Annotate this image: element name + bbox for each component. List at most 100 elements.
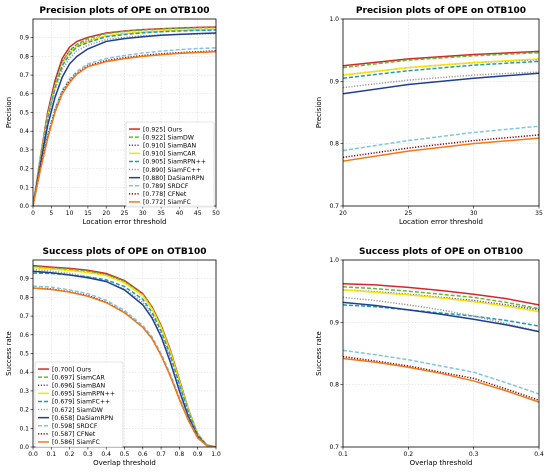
legend-entry: [0.905] SiamRPN++	[143, 159, 206, 166]
series-line	[33, 287, 216, 447]
y-tick-label: 0.1	[19, 184, 29, 191]
series-line	[343, 58, 539, 76]
x-tick-label: 0.5	[120, 451, 130, 458]
legend-entry: [0.880] DaSiamRPN	[143, 175, 205, 182]
legend-entry: [0.696] SiamBAN	[52, 382, 105, 389]
chart-success-full: 0.0 0.1 0.2 0.3 0.4 0.5 0.6 0.7 0.8 0.9 1.0 0.0 0.1 0…	[5, 247, 221, 467]
plot-frame	[342, 259, 540, 448]
series-line	[343, 50, 539, 67]
series-line	[33, 268, 216, 447]
x-tick-label: 0.3	[83, 451, 93, 458]
legend-entry: [0.697] SiamCAR	[52, 374, 106, 381]
x-tick-label: 35	[535, 210, 543, 217]
chart-success-zoom: 0.1 0.2 0.3 0.4 0.7 0.8 0.9 1.0 Success plots of…	[315, 247, 544, 467]
series-line	[33, 26, 216, 206]
series-group	[343, 282, 539, 403]
legend-entry: [0.672] SiamDW	[52, 407, 103, 414]
chart-title: Success plots of OPE on OTB100	[43, 247, 207, 257]
x-tick-label: 0.0	[28, 451, 38, 458]
legend-entry: [0.789] SRDCF	[143, 183, 189, 190]
legend: [0.925] Ours[0.922] SiamDW[0.910] SiamBA…	[125, 121, 215, 208]
series-line	[343, 357, 539, 403]
x-tick-label: 0.7	[156, 451, 166, 458]
chart-title: Precision plots of OPE on OTB100	[39, 6, 209, 16]
x-tick-label: 40	[176, 210, 184, 217]
series-line	[343, 60, 539, 79]
series-line	[343, 301, 539, 333]
series-line	[343, 296, 539, 333]
y-tick-label: 0.7	[19, 313, 29, 320]
series-group	[343, 50, 539, 162]
chart-title: Success plots of OPE on OTB100	[359, 247, 523, 257]
chart-panels: 0 5 10 15 20 25 30 35 40 45 500.00.10.20.30.40.50.…	[5, 6, 544, 467]
series-line	[343, 282, 539, 306]
y-tick-label: 0.7	[329, 203, 339, 210]
series-line	[343, 71, 539, 89]
x-axis-label: Overlap threshold	[93, 459, 156, 467]
y-tick-label: 0.4	[19, 369, 29, 376]
plot-frame	[342, 18, 540, 207]
y-tick-label: 0.9	[19, 276, 29, 283]
series-group	[33, 264, 216, 447]
plot-area	[343, 19, 539, 206]
x-tick-label: 30	[139, 210, 147, 217]
series-line	[33, 29, 216, 206]
series-line	[33, 32, 216, 206]
series-line	[33, 26, 216, 206]
chart-precision-full: 0 5 10 15 20 25 30 35 40 45 50 0.0 0.1 0.2 0.3 0.4 0.5 0.…	[5, 6, 220, 226]
x-tick-label: 45	[194, 210, 202, 217]
x-tick-label: 15	[84, 210, 92, 217]
x-tick-label: 0.4	[101, 451, 111, 458]
x-tick-label: 0	[31, 210, 35, 217]
x-tick-label: 1.0	[211, 451, 221, 458]
legend-entry: [0.695] SiamRPN++	[52, 391, 115, 398]
y-tick-label: 0.9	[329, 78, 339, 85]
legend: [0.700] Ours[0.697] SiamCAR[0.696] SiamB…	[34, 361, 124, 448]
y-axis-label: Success rate	[315, 331, 323, 376]
y-tick-label: 0.7	[329, 444, 339, 451]
series-line	[33, 285, 216, 447]
x-tick-label: 0.1	[47, 451, 57, 458]
chart-title: Precision plots of OPE on OTB100	[356, 6, 526, 16]
legend-entry: [0.925] Ours	[143, 126, 182, 133]
series-line	[343, 286, 539, 310]
y-tick-label: 0.3	[19, 388, 29, 395]
y-tick-label: 1.0	[329, 257, 339, 264]
y-axis-label: Precision	[5, 97, 13, 128]
y-tick-label: 0.8	[19, 294, 29, 301]
plot-frame	[32, 18, 217, 207]
series-line	[343, 51, 539, 69]
x-tick-label: 35	[157, 210, 165, 217]
plot-area	[343, 260, 539, 447]
x-tick-label: 0.3	[469, 451, 479, 458]
y-tick-label: 0.5	[19, 110, 29, 117]
x-tick-label: 50	[212, 210, 220, 217]
x-axis-label: Location error threshold	[83, 218, 167, 226]
series-line	[33, 50, 216, 206]
y-tick-label: 0.9	[329, 319, 339, 326]
x-tick-label: 20	[339, 210, 347, 217]
y-tick-label: 0.3	[19, 147, 29, 154]
plot-frame	[32, 259, 217, 448]
y-axis-label: Success rate	[5, 331, 13, 376]
series-line	[343, 125, 539, 152]
legend-entry: [0.778] CFNet	[143, 191, 187, 198]
x-tick-label: 0.8	[175, 451, 185, 458]
y-tick-label: 0.6	[19, 91, 29, 98]
x-tick-label: 0.9	[193, 451, 203, 458]
x-axis-label: Location error threshold	[399, 218, 483, 226]
legend-box	[125, 121, 215, 208]
legend-entry: [0.586] SiamFC	[52, 439, 100, 446]
legend-entry: [0.679] SiamFC++	[52, 399, 110, 406]
legend-entry: [0.587] CFNet	[52, 431, 96, 438]
series-line	[33, 50, 216, 206]
x-tick-label: 0.6	[138, 451, 148, 458]
legend-entry: [0.890] SiamFC++	[143, 167, 201, 174]
y-tick-label: 1.0	[329, 16, 339, 23]
legend-entry: [0.772] SiamFC	[143, 199, 191, 206]
y-tick-label: 0.2	[19, 166, 29, 173]
series-line	[343, 304, 539, 327]
y-tick-label: 0.7	[19, 72, 29, 79]
y-axis-label: Precision	[315, 97, 323, 128]
